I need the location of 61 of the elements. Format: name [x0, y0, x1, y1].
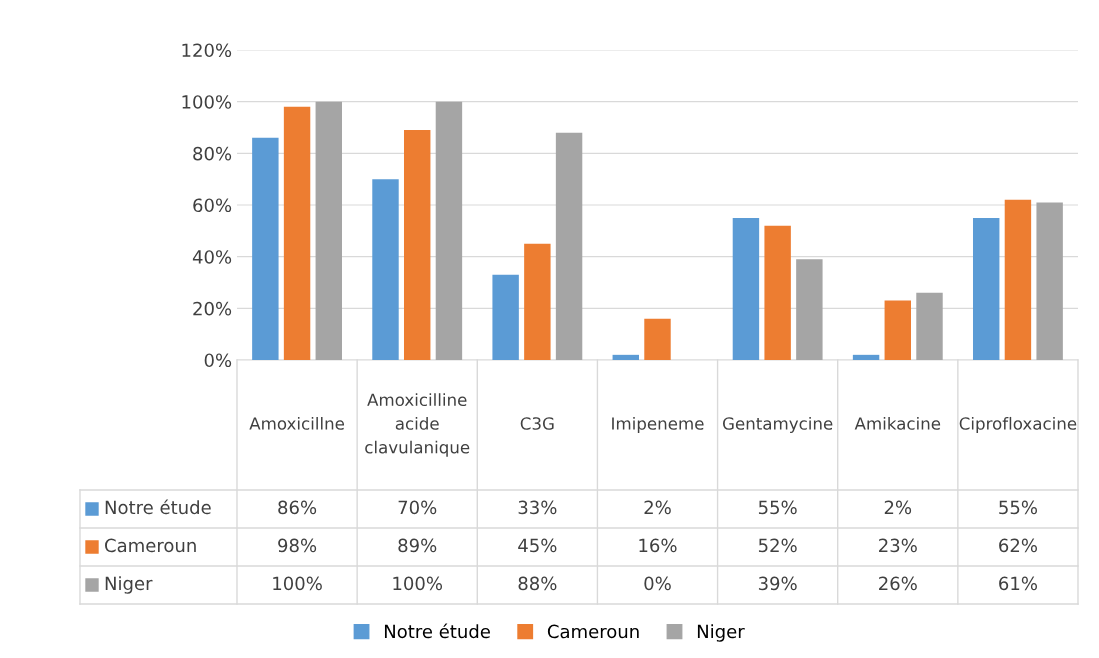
bar	[492, 274, 519, 360]
y-tick-label: 60%	[193, 198, 232, 213]
bar	[435, 101, 463, 360]
bar	[1004, 199, 1032, 360]
data-label: 23%	[879, 538, 917, 553]
legend-label: Cameroun	[105, 538, 196, 553]
y-tick-label: 20%	[193, 301, 232, 316]
legend-label: Notre étude	[105, 499, 211, 515]
y-tick-label: 120%	[182, 43, 232, 58]
x-tick-label: C3G	[520, 417, 554, 430]
bar	[372, 179, 399, 360]
bar	[612, 354, 639, 360]
data-label: 16%	[639, 538, 677, 553]
data-label: 100%	[393, 576, 443, 591]
x-tick-label: Ciprofloxacine	[959, 416, 1077, 434]
data-label: 98%	[278, 538, 317, 553]
data-label: 100%	[273, 576, 322, 591]
data-label: 33%	[518, 500, 557, 515]
bar	[644, 318, 671, 360]
x-tick-label: Gentamycine	[722, 416, 833, 434]
x-tick-label: Amoxicilline acide clavulanique	[365, 393, 470, 457]
bar	[252, 137, 279, 360]
bar	[524, 243, 551, 360]
bar	[732, 217, 760, 360]
text: Notre étude	[384, 623, 490, 639]
data-label: 86%	[278, 500, 317, 515]
data-label: 55%	[758, 500, 797, 515]
bar	[283, 106, 311, 360]
text: Cameroun	[547, 624, 639, 639]
data-label: 55%	[999, 500, 1037, 515]
y-tick-label: 100%	[182, 95, 232, 109]
y-tick-label: 40%	[192, 250, 232, 264]
data-label: 89%	[398, 538, 437, 553]
data-label: 88%	[518, 576, 557, 591]
bar	[973, 217, 1000, 360]
data-label: 70%	[398, 500, 437, 515]
bar	[404, 130, 431, 360]
legend-label: Niger	[697, 624, 745, 642]
data-label: 2%	[644, 500, 671, 515]
bar	[916, 292, 943, 360]
data-label: 2%	[884, 500, 912, 515]
data-label: 39%	[758, 576, 797, 591]
data-label: 0%	[644, 576, 671, 591]
bar	[1036, 202, 1063, 360]
data-label: 62%	[999, 538, 1037, 553]
bar	[852, 354, 880, 360]
x-tick-label: Amoxicillne	[249, 416, 345, 430]
data-label: 52%	[758, 538, 797, 553]
data-label: 26%	[879, 576, 917, 591]
y-tick-label: 80%	[193, 146, 232, 161]
bar	[555, 132, 583, 360]
data-label: 45%	[518, 538, 557, 553]
bar	[884, 300, 911, 360]
data-label: 61%	[999, 576, 1037, 591]
x-tick-label: Imipeneme	[612, 416, 704, 434]
bar	[764, 225, 791, 360]
y-tick-label: 0%	[204, 353, 232, 368]
bar	[796, 259, 823, 360]
text: Niger	[105, 576, 153, 594]
bar	[315, 101, 342, 360]
x-tick-label: Amikacine	[854, 416, 941, 430]
